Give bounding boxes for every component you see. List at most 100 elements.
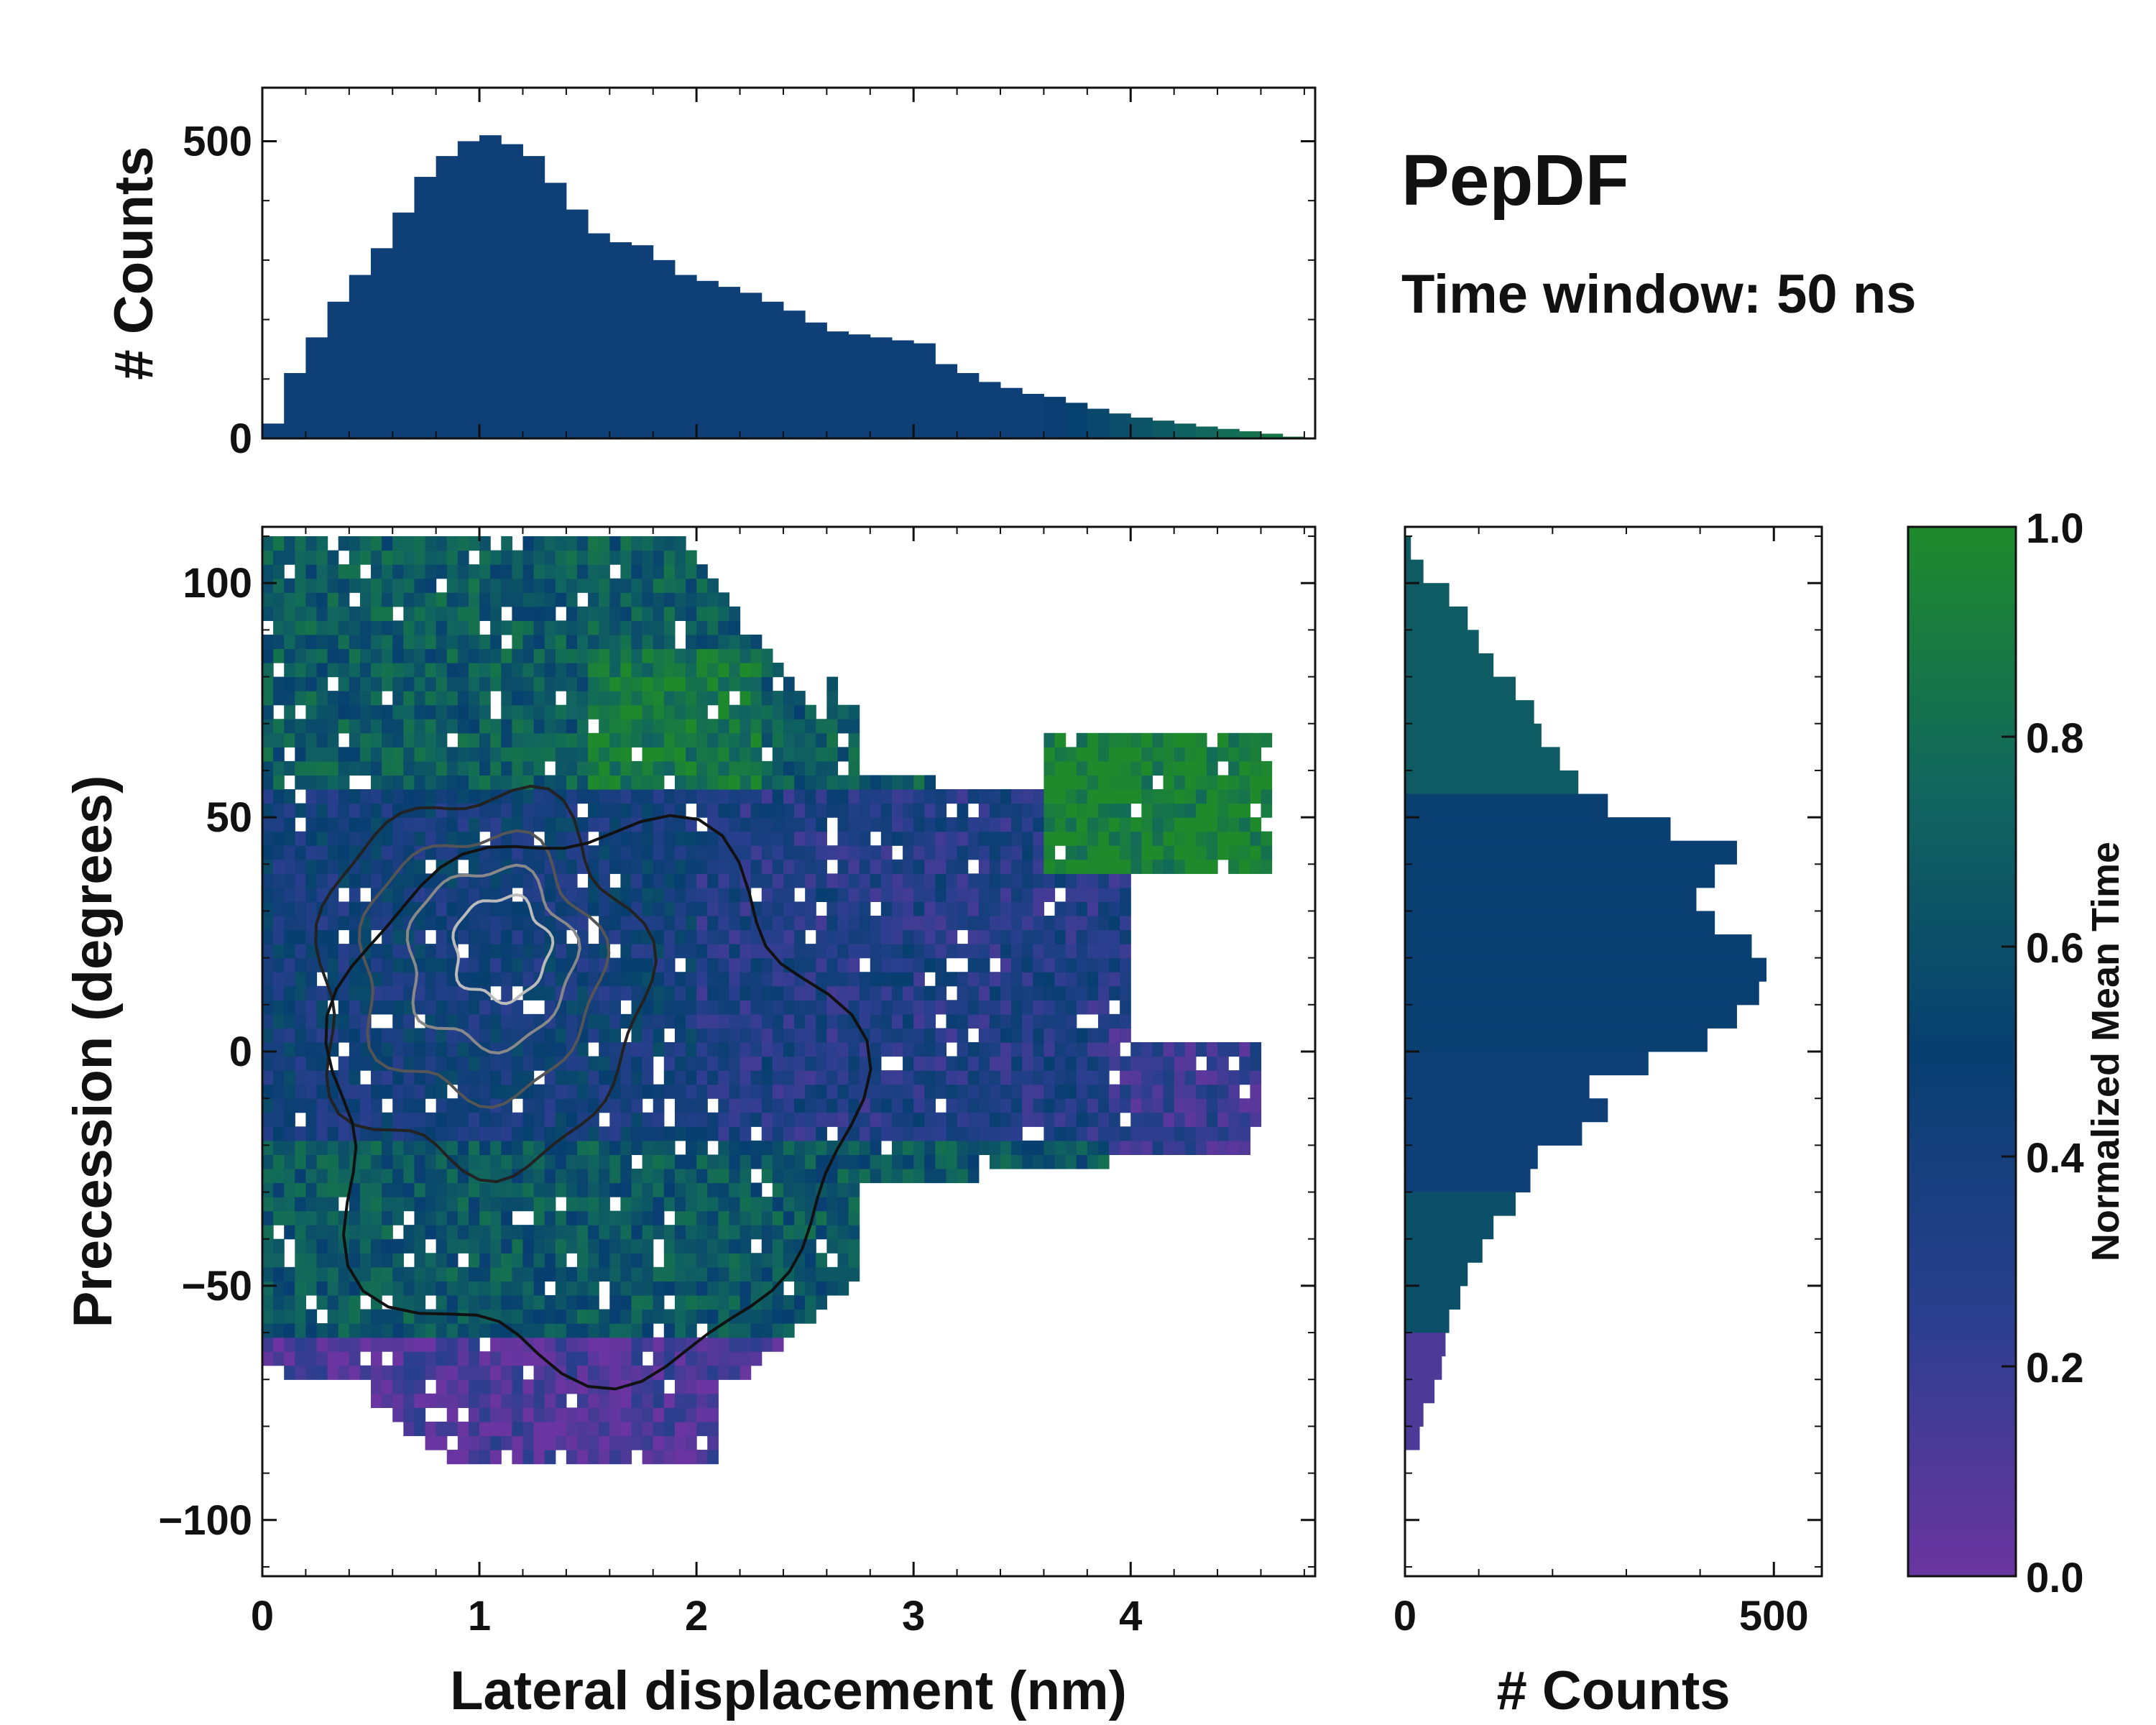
heatmap-cell bbox=[512, 564, 524, 579]
heatmap-cell bbox=[653, 845, 665, 860]
heatmap-cell bbox=[446, 1421, 459, 1437]
heatmap-cell bbox=[544, 1323, 556, 1338]
heatmap-cell bbox=[414, 760, 426, 776]
heatmap-cell bbox=[349, 634, 361, 650]
heatmap-cell bbox=[826, 1182, 839, 1197]
heatmap-cell bbox=[957, 859, 969, 874]
heatmap-cell bbox=[599, 1365, 610, 1380]
heatmap-cell bbox=[761, 1140, 773, 1155]
heatmap-cell bbox=[805, 1056, 816, 1071]
heatmap-cell bbox=[631, 676, 643, 691]
heatmap-cell bbox=[913, 944, 925, 959]
heatmap-cell bbox=[707, 1435, 719, 1450]
heatmap-cell bbox=[686, 887, 697, 903]
heatmap-cell bbox=[674, 1197, 686, 1212]
heatmap-cell bbox=[1011, 957, 1023, 972]
heatmap-cell bbox=[1206, 845, 1218, 860]
heatmap-cell bbox=[359, 620, 372, 635]
heatmap-cell bbox=[1228, 789, 1240, 804]
heatmap-cell bbox=[457, 704, 469, 719]
heatmap-cell bbox=[392, 1337, 404, 1352]
heatmap-cell bbox=[468, 1210, 480, 1225]
top-ytick-label: 0 bbox=[229, 415, 252, 462]
heatmap-cell bbox=[696, 1294, 708, 1310]
heatmap-cell bbox=[880, 1168, 893, 1184]
heatmap-cell bbox=[880, 789, 893, 804]
heatmap-cell bbox=[978, 887, 990, 903]
heatmap-cell bbox=[446, 775, 459, 790]
heatmap-cell bbox=[642, 803, 654, 818]
heatmap-cell bbox=[1022, 817, 1033, 832]
heatmap-cell bbox=[837, 803, 849, 818]
heatmap-cell bbox=[609, 1210, 622, 1225]
heatmap-cell bbox=[1076, 1140, 1088, 1155]
heatmap-cell bbox=[576, 1407, 589, 1422]
heatmap-cell bbox=[436, 663, 448, 678]
heatmap-cell bbox=[718, 887, 730, 903]
heatmap-cell bbox=[414, 1225, 426, 1240]
heatmap-cell bbox=[316, 789, 328, 804]
heatmap-cell bbox=[805, 1182, 816, 1197]
heatmap-cell bbox=[924, 1084, 936, 1099]
heatmap-cell bbox=[588, 775, 599, 790]
heatmap-cell bbox=[1054, 747, 1067, 762]
heatmap-cell bbox=[663, 1421, 676, 1437]
heatmap-cell bbox=[392, 1140, 404, 1155]
heatmap-cell bbox=[479, 564, 491, 579]
heatmap-cell bbox=[414, 817, 426, 832]
heatmap-cell bbox=[663, 676, 676, 691]
heatmap-cell bbox=[1217, 789, 1229, 804]
heatmap-cell bbox=[338, 1309, 350, 1324]
heatmap-cell bbox=[816, 944, 827, 959]
heatmap-cell bbox=[935, 873, 947, 888]
heatmap-cell bbox=[1076, 1154, 1088, 1169]
heatmap-cell bbox=[349, 704, 361, 719]
heatmap-cell bbox=[501, 704, 512, 719]
heatmap-cell bbox=[1033, 803, 1045, 818]
heatmap-cell bbox=[512, 1000, 524, 1015]
heatmap-cell bbox=[674, 1013, 686, 1029]
heatmap-cell bbox=[468, 691, 480, 706]
heatmap-cell bbox=[338, 1294, 350, 1310]
heatmap-cell bbox=[946, 831, 958, 846]
heatmap-cell bbox=[599, 803, 610, 818]
heatmap-cell bbox=[783, 1000, 795, 1015]
heatmap-cell bbox=[359, 1140, 372, 1155]
heatmap-cell bbox=[533, 550, 545, 565]
heatmap-cell bbox=[794, 929, 806, 944]
heatmap-cell bbox=[468, 1084, 480, 1099]
heatmap-cell bbox=[392, 1351, 404, 1366]
heatmap-cell bbox=[826, 845, 839, 860]
heatmap-cell bbox=[609, 550, 622, 565]
heatmap-cell bbox=[740, 789, 752, 804]
heatmap-cell bbox=[305, 592, 318, 607]
heatmap-cell bbox=[566, 578, 578, 593]
heatmap-cell bbox=[1206, 1098, 1218, 1113]
heatmap-cell bbox=[870, 1013, 882, 1029]
heatmap-cell bbox=[1033, 859, 1045, 874]
heatmap-cell bbox=[674, 606, 686, 621]
heatmap-cell bbox=[479, 929, 491, 944]
heatmap-cell bbox=[1033, 789, 1045, 804]
right-marginal-xlabel: # Counts bbox=[1496, 1660, 1730, 1721]
heatmap-cell bbox=[653, 1197, 665, 1212]
heatmap-cell bbox=[642, 789, 654, 804]
heatmap-cell bbox=[490, 732, 502, 748]
heatmap-cell bbox=[284, 634, 295, 650]
heatmap-cell bbox=[674, 1084, 686, 1099]
heatmap-cell bbox=[392, 1365, 404, 1380]
heatmap-cell bbox=[403, 957, 415, 972]
heatmap-cell bbox=[316, 1253, 328, 1268]
heatmap-cell bbox=[479, 550, 491, 565]
heatmap-cell bbox=[457, 1294, 469, 1310]
top-bar bbox=[631, 245, 654, 438]
heatmap-cell bbox=[305, 1266, 318, 1282]
top-bar bbox=[653, 259, 676, 438]
heatmap-cell bbox=[512, 1013, 524, 1029]
heatmap-cell bbox=[316, 536, 328, 551]
heatmap-cell bbox=[1000, 859, 1012, 874]
heatmap-cell bbox=[826, 1225, 839, 1240]
heatmap-cell bbox=[436, 985, 448, 1000]
heatmap-cell bbox=[1076, 901, 1088, 916]
heatmap-cell bbox=[783, 775, 795, 790]
